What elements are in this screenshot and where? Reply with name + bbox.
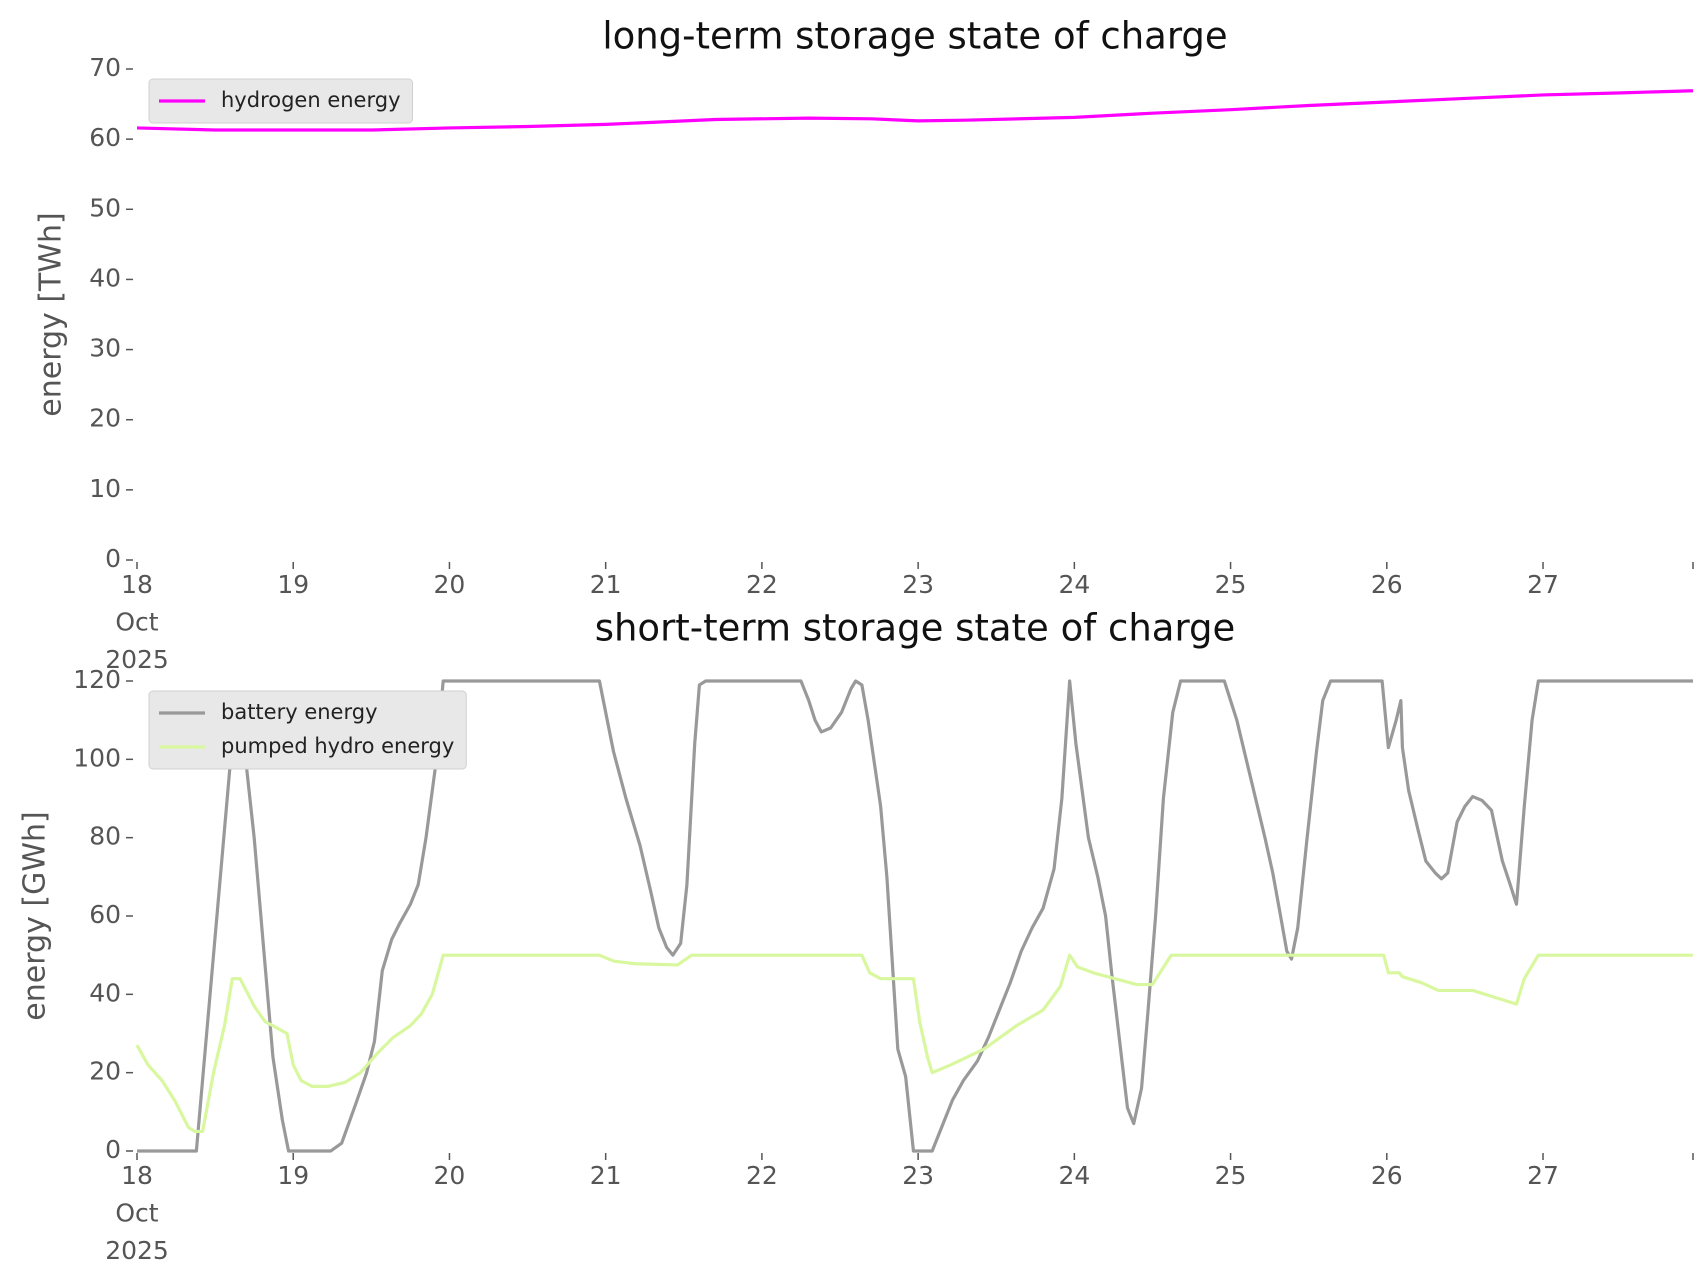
x-tick-label: 24 bbox=[1058, 570, 1090, 599]
x-tick-label: 20 bbox=[434, 1161, 466, 1190]
legend-box bbox=[148, 690, 467, 770]
y-tick-label: 40 bbox=[89, 978, 121, 1007]
series-line bbox=[136, 89, 1694, 132]
legend-label: pumped hydro energy bbox=[221, 734, 454, 758]
y-tick-label: 0 bbox=[105, 544, 121, 573]
y-tick-label: 40 bbox=[89, 263, 121, 292]
y-tick-label: 20 bbox=[89, 1057, 121, 1086]
x-tick-label: 23 bbox=[902, 570, 934, 599]
y-tick-label: 30 bbox=[89, 334, 121, 363]
x-tick-label: 19 bbox=[277, 1161, 309, 1190]
x-tick-label: 27 bbox=[1527, 570, 1559, 599]
y-tick-label: 80 bbox=[89, 822, 121, 851]
x-tick-label: 22 bbox=[746, 570, 778, 599]
legend: battery energy pumped hydro energy bbox=[148, 690, 467, 770]
chart-title: long-term storage state of charge bbox=[602, 15, 1227, 58]
series-line bbox=[137, 679, 1693, 1153]
x-tick-label: 22 bbox=[746, 1161, 778, 1190]
x-tick-label: 25 bbox=[1215, 570, 1247, 599]
y-tick-label: 50 bbox=[89, 193, 121, 222]
legend-label: hydrogen energy bbox=[221, 88, 401, 112]
y-tick-label: 70 bbox=[89, 53, 121, 82]
y-tick-label: 10 bbox=[89, 474, 121, 503]
x-tick-label: 18 Oct 2025 bbox=[105, 1161, 169, 1265]
series-line bbox=[135, 953, 1693, 1134]
x-tick-label: 20 bbox=[434, 570, 466, 599]
x-tick-label: 24 bbox=[1058, 1161, 1090, 1190]
legend-box bbox=[148, 78, 413, 124]
x-tick-label: 26 bbox=[1371, 570, 1403, 599]
y-tick-label: 20 bbox=[89, 404, 121, 433]
y-tick-label: 0 bbox=[105, 1135, 121, 1164]
subplot: long-term storage state of charge energy … bbox=[34, 15, 1694, 674]
x-tick-label: 21 bbox=[590, 1161, 622, 1190]
x-tick-label: 25 bbox=[1215, 1161, 1247, 1190]
y-axis-label: energy [TWh] bbox=[34, 212, 69, 416]
x-tick-label: 27 bbox=[1527, 1161, 1559, 1190]
y-tick-label: 60 bbox=[89, 123, 121, 152]
y-axis-label: energy [GWh] bbox=[18, 811, 53, 1020]
chart-title: short-term storage state of charge bbox=[595, 607, 1236, 650]
subplot: short-term storage state of charge energy… bbox=[18, 607, 1694, 1265]
x-tick-label: 23 bbox=[902, 1161, 934, 1190]
legend-label: battery energy bbox=[221, 700, 378, 724]
x-tick-label: 18 Oct 2025 bbox=[105, 570, 169, 674]
y-tick-label: 60 bbox=[89, 900, 121, 929]
x-tick-label: 21 bbox=[590, 570, 622, 599]
y-tick-label: 100 bbox=[73, 743, 121, 772]
legend: hydrogen energy bbox=[148, 78, 413, 124]
y-tick-label: 120 bbox=[73, 665, 121, 694]
x-tick-label: 19 bbox=[277, 570, 309, 599]
x-tick-label: 26 bbox=[1371, 1161, 1403, 1190]
